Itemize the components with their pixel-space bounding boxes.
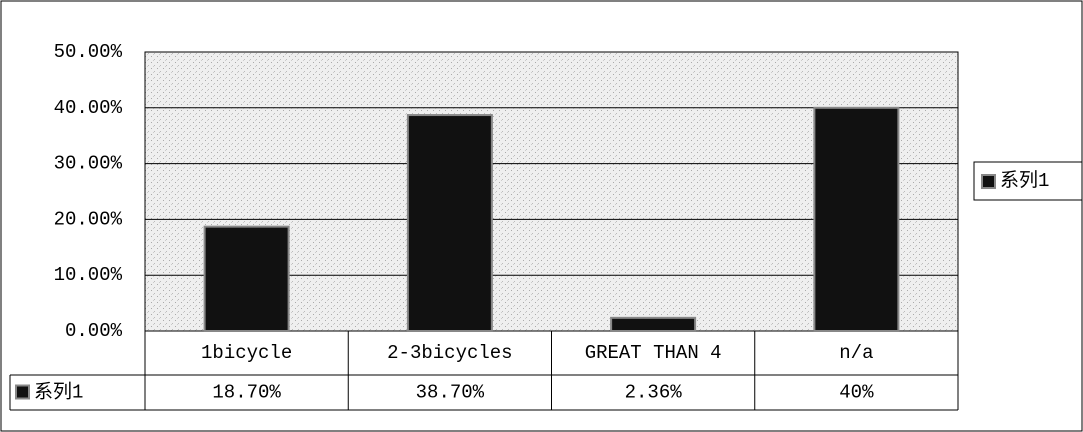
data-label: 40% [839,382,874,404]
x-tick-label: n/a [839,342,873,364]
y-tick-label: 40.00% [54,97,123,119]
bar [813,106,900,332]
legend-label: 系列1 [1000,169,1049,192]
legend-key [15,384,30,400]
y-tick-label: 30.00% [54,153,123,175]
y-tick-label: 20.00% [54,208,123,230]
data-label: 2.36% [625,382,683,404]
x-tick-label: 1bicycle [201,342,292,364]
data-label: 38.70% [416,382,485,404]
x-tick-label: GREAT THAN 4 [585,342,722,364]
bar [610,316,697,333]
y-tick-label: 0.00% [65,320,123,342]
legend-key [981,174,996,189]
table-series-name: 系列1 [34,381,83,404]
y-tick-label: 10.00% [54,264,123,286]
bar [406,114,493,332]
bar [203,225,290,333]
data-label: 18.70% [212,382,281,404]
x-tick-label: 2-3bicycles [387,342,512,364]
y-tick-label: 50.00% [54,41,123,63]
